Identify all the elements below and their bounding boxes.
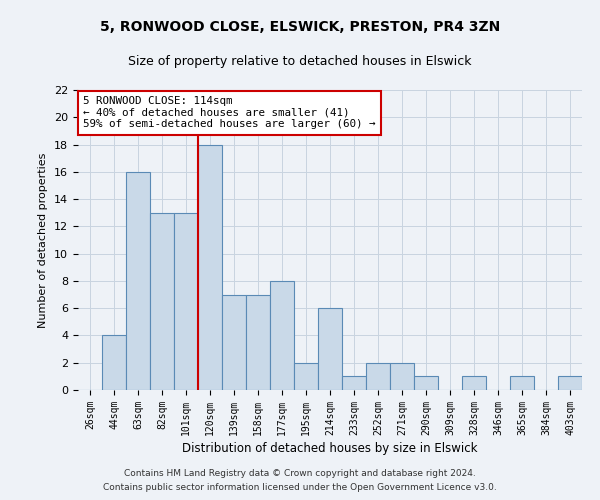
Bar [558,376,582,390]
Text: Contains public sector information licensed under the Open Government Licence v3: Contains public sector information licen… [103,484,497,492]
Text: Size of property relative to detached houses in Elswick: Size of property relative to detached ho… [128,55,472,68]
Bar [390,362,414,390]
Bar [174,212,198,390]
Bar [318,308,342,390]
Bar [414,376,438,390]
Text: Contains HM Land Registry data © Crown copyright and database right 2024.: Contains HM Land Registry data © Crown c… [124,468,476,477]
Bar [246,294,270,390]
Bar [462,376,486,390]
Bar [150,212,174,390]
Bar [342,376,366,390]
Bar [510,376,534,390]
Bar [126,172,150,390]
Bar [198,144,222,390]
Y-axis label: Number of detached properties: Number of detached properties [38,152,49,328]
Text: 5, RONWOOD CLOSE, ELSWICK, PRESTON, PR4 3ZN: 5, RONWOOD CLOSE, ELSWICK, PRESTON, PR4 … [100,20,500,34]
Bar [366,362,390,390]
X-axis label: Distribution of detached houses by size in Elswick: Distribution of detached houses by size … [182,442,478,455]
Bar [270,281,294,390]
Bar [102,336,126,390]
Bar [222,294,246,390]
Bar [294,362,318,390]
Text: 5 RONWOOD CLOSE: 114sqm
← 40% of detached houses are smaller (41)
59% of semi-de: 5 RONWOOD CLOSE: 114sqm ← 40% of detache… [83,96,376,129]
